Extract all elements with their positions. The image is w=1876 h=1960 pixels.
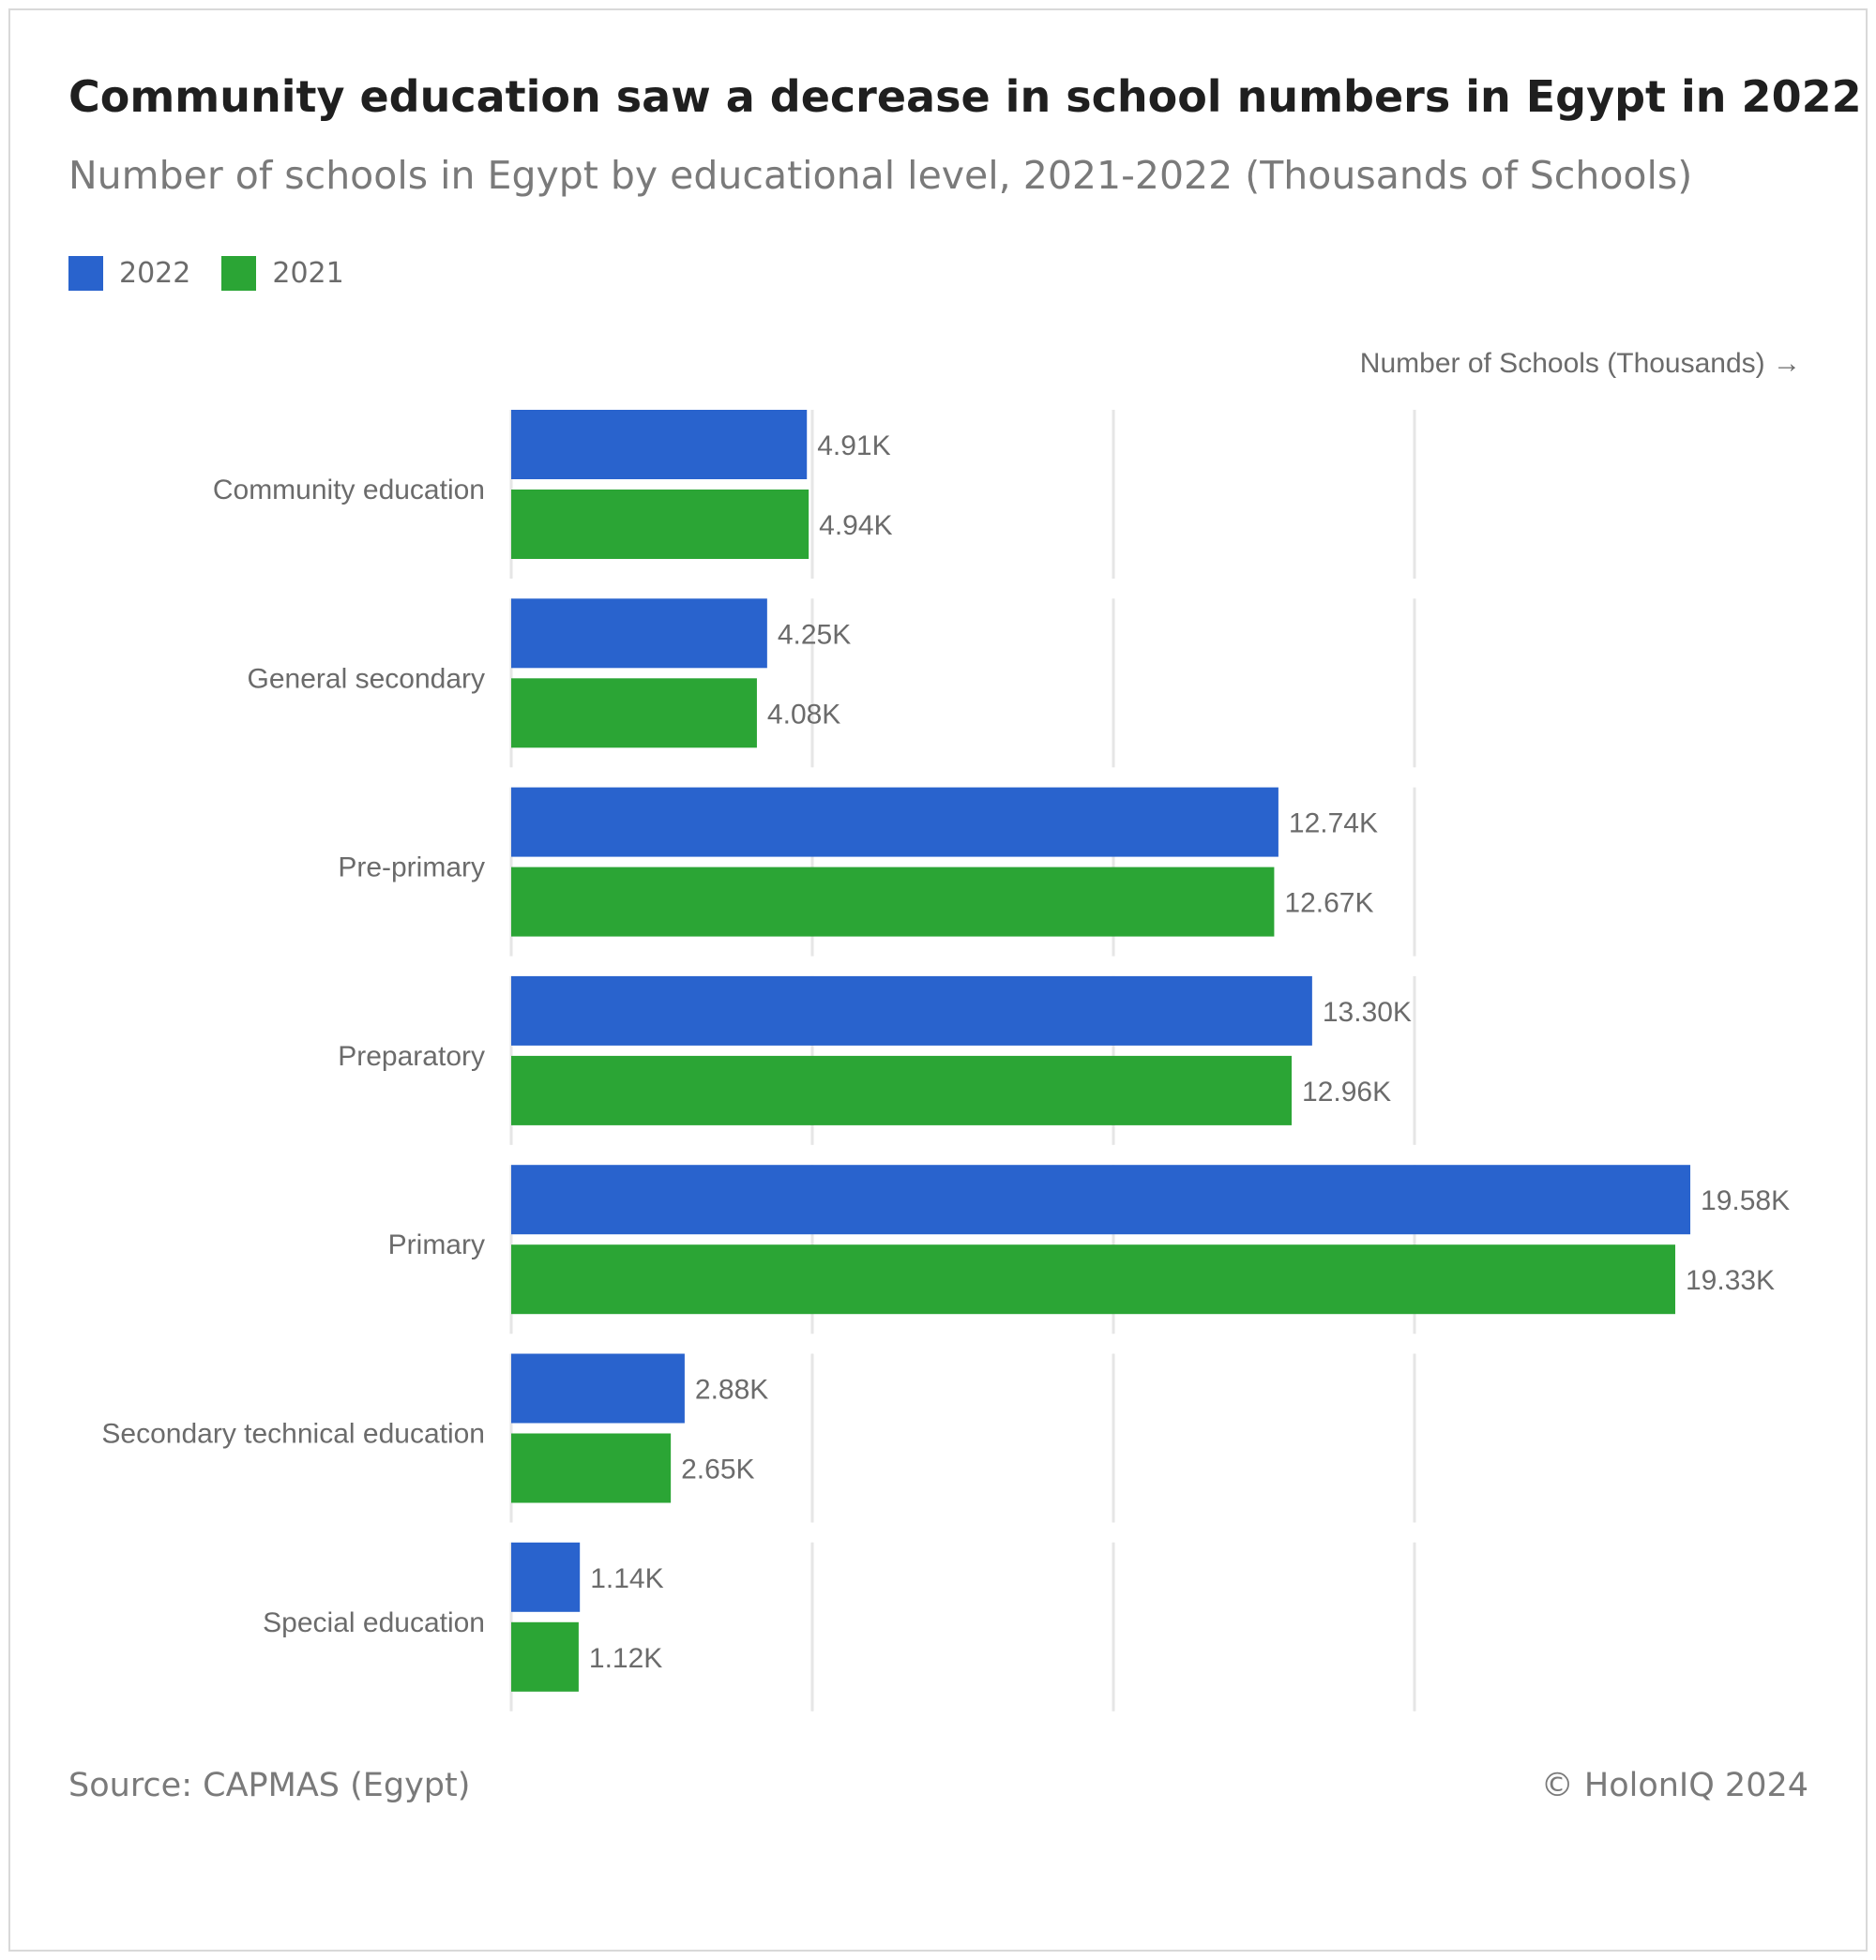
bar-2022-primary: [511, 1165, 1691, 1235]
bar-2022-general-secondary: [511, 598, 767, 669]
bar-2022-preparatory: [511, 975, 1312, 1046]
legend-swatch-2022: [68, 256, 103, 291]
value-label-2022-secondary-technical-education: 2.88K: [695, 1375, 768, 1406]
value-label-2022-preparatory: 13.30K: [1323, 997, 1412, 1028]
value-label-2022-pre-primary: 12.74K: [1289, 808, 1378, 839]
source-note: Source: CAPMAS (Egypt): [68, 1767, 471, 1804]
bar-2021-special-education: [511, 1621, 579, 1692]
category-label-community-education: Community education: [213, 475, 485, 505]
chart-subtitle: Number of schools in Egypt by educationa…: [68, 153, 1693, 198]
legend-label-2022: 2022: [119, 257, 191, 290]
category-label-special-education: Special education: [263, 1607, 485, 1638]
value-label-2021-preparatory: 12.96K: [1302, 1077, 1391, 1108]
copyright-credit: © HolonIQ 2024: [1540, 1767, 1808, 1804]
value-label-2022-general-secondary: 4.25K: [778, 619, 851, 650]
category-label-pre-primary: Pre-primary: [338, 852, 485, 883]
legend-swatch-2021: [221, 256, 257, 291]
bar-2022-secondary-technical-education: [511, 1353, 685, 1424]
bar-2022-community-education: [511, 410, 808, 479]
legend: 2022 2021: [68, 256, 375, 291]
value-label-2021-community-education: 4.94K: [819, 510, 892, 541]
chart-title: Community education saw a decrease in sc…: [68, 71, 1862, 122]
bar-2021-secondary-technical-education: [511, 1433, 672, 1503]
x-axis-title: Number of Schools (Thousands) →: [1359, 348, 1801, 379]
value-label-2021-general-secondary: 4.08K: [767, 699, 840, 730]
value-label-2021-secondary-technical-education: 2.65K: [681, 1455, 754, 1485]
category-label-preparatory: Preparatory: [338, 1041, 485, 1072]
legend-item-2021[interactable]: 2021: [221, 256, 344, 291]
legend-label-2021: 2021: [272, 257, 344, 290]
bar-2021-general-secondary: [511, 678, 757, 748]
bar-2022-special-education: [511, 1542, 581, 1612]
bar-2021-preparatory: [511, 1055, 1293, 1125]
value-label-2022-community-education: 4.91K: [817, 430, 890, 461]
bar-2021-community-education: [511, 490, 809, 559]
category-label-primary: Primary: [388, 1229, 485, 1260]
bar-2021-primary: [511, 1244, 1675, 1315]
value-label-2021-pre-primary: 12.67K: [1284, 888, 1373, 919]
bar-2021-pre-primary: [511, 867, 1275, 937]
category-label-secondary-technical-education: Secondary technical education: [101, 1419, 485, 1450]
value-label-2021-special-education: 1.12K: [589, 1643, 662, 1674]
legend-item-2022[interactable]: 2022: [68, 256, 190, 291]
bar-2022-pre-primary: [511, 787, 1278, 857]
value-label-2021-primary: 19.33K: [1686, 1265, 1775, 1296]
value-label-2022-special-education: 1.14K: [590, 1563, 663, 1594]
category-label-general-secondary: General secondary: [248, 663, 485, 694]
value-label-2022-primary: 19.58K: [1701, 1185, 1790, 1216]
